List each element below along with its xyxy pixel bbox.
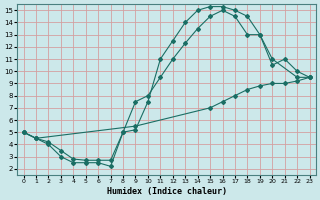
X-axis label: Humidex (Indice chaleur): Humidex (Indice chaleur) [107, 187, 227, 196]
